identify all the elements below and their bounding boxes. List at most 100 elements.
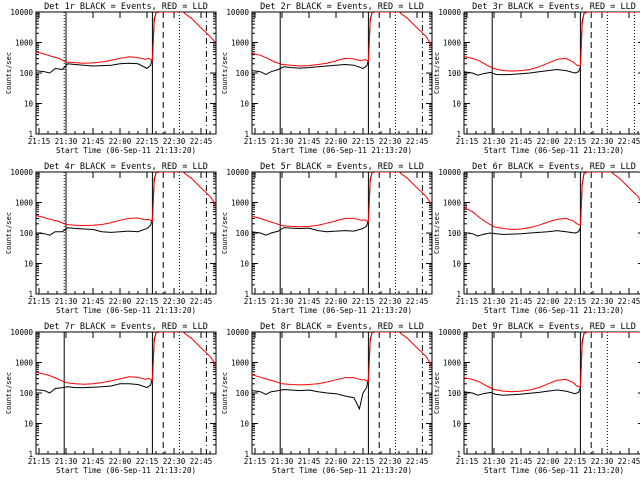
events-line (464, 13, 585, 76)
y-tick-label: 10 (24, 420, 34, 429)
y-tick-label: 1000 (443, 199, 462, 208)
chart-panel-9: Det 9r BLACK = Events, RED = LLD 1 10 100 10… (433, 322, 640, 475)
x-axis-label: Start Time (06-Sep-11 21:13:20) (272, 146, 412, 155)
events-line (36, 173, 157, 236)
y-tick-label: 1 (456, 130, 461, 139)
y-axis-label: Counts/sec (221, 212, 229, 254)
y-tick-label: 100 (19, 389, 33, 398)
x-tick-label: 22:30 (163, 137, 186, 146)
x-tick-label: 22:45 (406, 297, 429, 306)
y-tick-label: 10000 (10, 328, 33, 337)
chart-panel-6: Det 6r BLACK = Events, RED = LLD 1 10 100 10… (433, 162, 640, 315)
y-tick-label: 10000 (438, 8, 461, 17)
y-tick-label: 10 (24, 260, 34, 269)
x-tick-label: 22:15 (564, 297, 587, 306)
events-line (252, 333, 373, 411)
y-tick-label: 1000 (443, 39, 462, 48)
x-axis-label: Start Time (06-Sep-11 21:13:20) (484, 466, 624, 475)
x-tick-label: 22:30 (379, 297, 402, 306)
y-tick-label: 10 (240, 420, 250, 429)
x-tick-label: 22:45 (618, 137, 640, 146)
y-tick-label: 1000 (231, 199, 250, 208)
y-tick-label: 10000 (226, 328, 249, 337)
x-tick-label: 21:15 (28, 457, 51, 466)
y-tick-label: 10 (240, 100, 250, 109)
x-tick-label: 22:45 (618, 457, 640, 466)
y-axis-label: Counts/sec (433, 212, 441, 254)
x-tick-label: 21:45 (510, 457, 533, 466)
panel-title: Det 5r BLACK = Events, RED = LLD (260, 162, 424, 172)
x-axis-label: Start Time (06-Sep-11 21:13:20) (56, 146, 196, 155)
x-tick-label: 22:00 (109, 297, 132, 306)
x-tick-label: 21:15 (28, 297, 51, 306)
x-tick-label: 22:45 (406, 137, 429, 146)
x-tick-label: 21:30 (55, 457, 78, 466)
chart-panel-1: Det 1r BLACK = Events, RED = LLD 1 10 100 10… (5, 2, 217, 155)
events-line (252, 173, 373, 236)
x-tick-label: 22:00 (537, 297, 560, 306)
x-tick-label: 21:45 (82, 457, 105, 466)
y-axis-label: Counts/sec (5, 372, 13, 414)
y-axis-label: Counts/sec (5, 212, 13, 254)
y-tick-label: 10000 (226, 8, 249, 17)
y-tick-label: 10000 (10, 168, 33, 177)
x-tick-label: 21:30 (271, 297, 294, 306)
x-tick-label: 22:00 (325, 297, 348, 306)
y-tick-label: 1000 (231, 359, 250, 368)
y-tick-label: 100 (447, 389, 461, 398)
events-line (36, 333, 157, 394)
x-tick-label: 22:15 (564, 457, 587, 466)
lld-line (464, 332, 640, 393)
panel-title: Det 6r BLACK = Events, RED = LLD (472, 162, 636, 172)
x-tick-label: 22:15 (136, 137, 159, 146)
events-line (464, 333, 585, 396)
panel-title: Det 1r BLACK = Events, RED = LLD (44, 2, 208, 12)
lld-line (464, 172, 640, 231)
chart-panel-7: Det 7r BLACK = Events, RED = LLD 1 10 100 10… (5, 322, 217, 475)
lld-line (464, 12, 640, 72)
panel-title: Det 2r BLACK = Events, RED = LLD (260, 2, 424, 12)
x-tick-label: 21:30 (483, 457, 506, 466)
y-tick-label: 100 (447, 69, 461, 78)
y-tick-label: 1000 (15, 199, 34, 208)
y-tick-label: 10000 (438, 328, 461, 337)
x-axis-label: Start Time (06-Sep-11 21:13:20) (484, 146, 624, 155)
x-tick-label: 21:45 (510, 137, 533, 146)
x-tick-label: 21:45 (298, 457, 321, 466)
chart-panel-5: Det 5r BLACK = Events, RED = LLD 1 10 100 10… (221, 162, 433, 315)
x-tick-label: 22:45 (190, 297, 213, 306)
panel-title: Det 3r BLACK = Events, RED = LLD (472, 2, 636, 12)
y-tick-label: 100 (235, 69, 249, 78)
y-axis-label: Counts/sec (433, 52, 441, 94)
y-axis-label: Counts/sec (221, 372, 229, 414)
chart-panel-4: Det 4r BLACK = Events, RED = LLD 1 10 100 10… (5, 162, 217, 315)
x-tick-label: 21:30 (483, 137, 506, 146)
x-tick-label: 22:00 (109, 457, 132, 466)
x-tick-label: 22:30 (163, 457, 186, 466)
x-tick-label: 22:15 (136, 297, 159, 306)
lld-line (36, 12, 216, 64)
y-tick-label: 10 (240, 260, 250, 269)
panel-title: Det 8r BLACK = Events, RED = LLD (260, 322, 424, 332)
panel-grid: Det 1r BLACK = Events, RED = LLD 1 10 100 10… (5, 2, 640, 475)
y-tick-label: 1 (28, 130, 33, 139)
x-tick-label: 22:30 (591, 297, 614, 306)
y-tick-label: 1000 (15, 39, 34, 48)
x-tick-label: 22:15 (564, 137, 587, 146)
y-tick-label: 1 (456, 290, 461, 299)
y-tick-label: 1 (244, 450, 249, 459)
x-tick-label: 22:45 (190, 457, 213, 466)
x-axis-label: Start Time (06-Sep-11 21:13:20) (272, 466, 412, 475)
x-tick-label: 22:00 (325, 457, 348, 466)
lld-line (252, 332, 432, 386)
y-tick-label: 10000 (10, 8, 33, 17)
events-line (464, 173, 585, 237)
x-tick-label: 21:45 (510, 297, 533, 306)
events-line (252, 13, 373, 75)
x-tick-label: 22:15 (352, 457, 375, 466)
x-tick-label: 22:00 (109, 137, 132, 146)
x-axis-label: Start Time (06-Sep-11 21:13:20) (272, 306, 412, 315)
x-tick-label: 21:30 (483, 297, 506, 306)
x-tick-label: 22:00 (325, 137, 348, 146)
